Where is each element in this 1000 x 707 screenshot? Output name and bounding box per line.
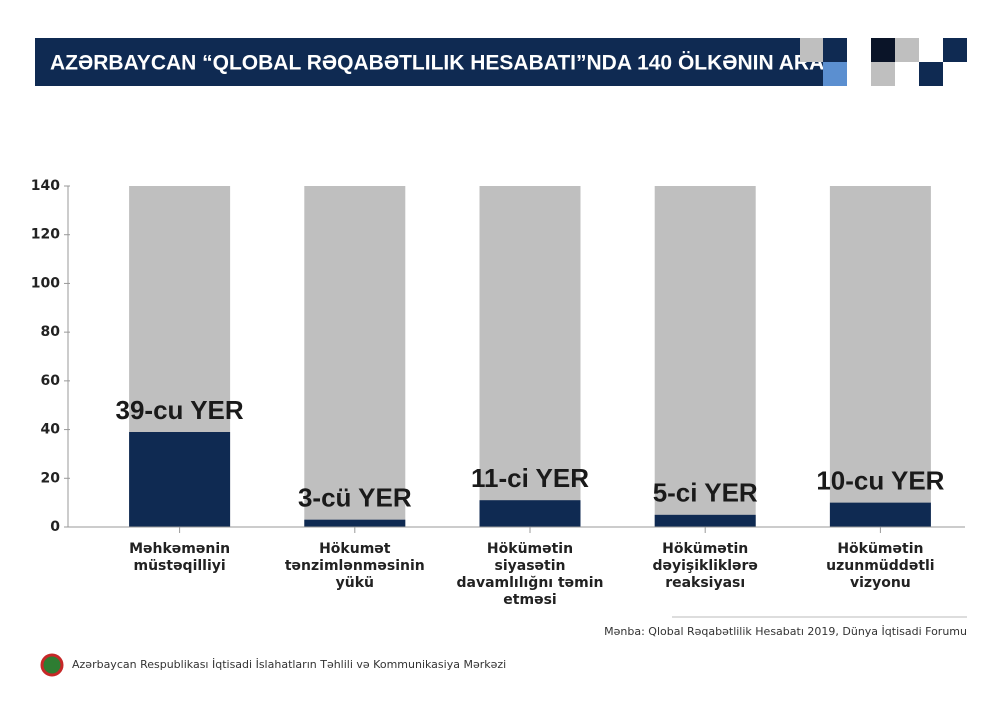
bar	[304, 519, 406, 527]
y-tick-label: 0	[50, 519, 60, 535]
y-tick-label: 100	[31, 275, 60, 291]
deco	[895, 38, 919, 62]
data-label: 10-cu YER	[816, 466, 944, 496]
bar-background	[829, 186, 931, 527]
y-tick-label: 60	[41, 373, 61, 389]
x-tick-label: Hökumət tənzimlənməsinin yükü	[284, 541, 425, 591]
bar-background	[479, 186, 581, 527]
x-tick-label: Hökümətin dəyişikliklərə reaksiyası	[652, 541, 758, 591]
footer: Azərbaycan Respublikası İqtisadi İslahat…	[72, 658, 506, 671]
data-label: 39-cu YER	[116, 395, 244, 425]
bar	[129, 432, 231, 527]
x-tick-label: Hökümətin uzunmüddətli vizyonu	[826, 541, 935, 591]
deco	[943, 38, 967, 62]
deco	[823, 62, 847, 86]
bar	[479, 500, 581, 527]
deco	[871, 38, 895, 62]
x-tick-label: Hökümətin siyasətin davamlılığnı təmin e…	[456, 541, 604, 608]
deco	[919, 62, 943, 86]
y-tick-label: 20	[41, 470, 61, 486]
x-tick-label: Məhkəmənin müstəqilliyi	[129, 541, 231, 574]
deco	[871, 62, 895, 86]
deco	[800, 38, 823, 62]
data-label: 11-ci YER	[471, 463, 589, 493]
data-label: 5-ci YER	[653, 478, 758, 508]
bar	[654, 514, 756, 527]
bar-background	[654, 186, 756, 527]
bar-background	[304, 186, 406, 527]
y-tick-label: 140	[31, 178, 60, 194]
emblem	[40, 653, 64, 677]
y-tick-label: 40	[41, 422, 61, 438]
y-tick-label: 120	[31, 227, 60, 243]
source: Mənba: Qlobal Rəqabətlilik Hesabatı 2019…	[604, 625, 967, 638]
title-bar	[35, 38, 847, 86]
data-label: 3-cü YER	[298, 483, 412, 513]
deco	[823, 38, 847, 62]
bar	[829, 502, 931, 527]
y-tick-label: 80	[41, 324, 61, 340]
chart-title: AZƏRBAYCAN “QLOBAL RƏQABƏTLILIK HESABATI…	[50, 52, 890, 75]
